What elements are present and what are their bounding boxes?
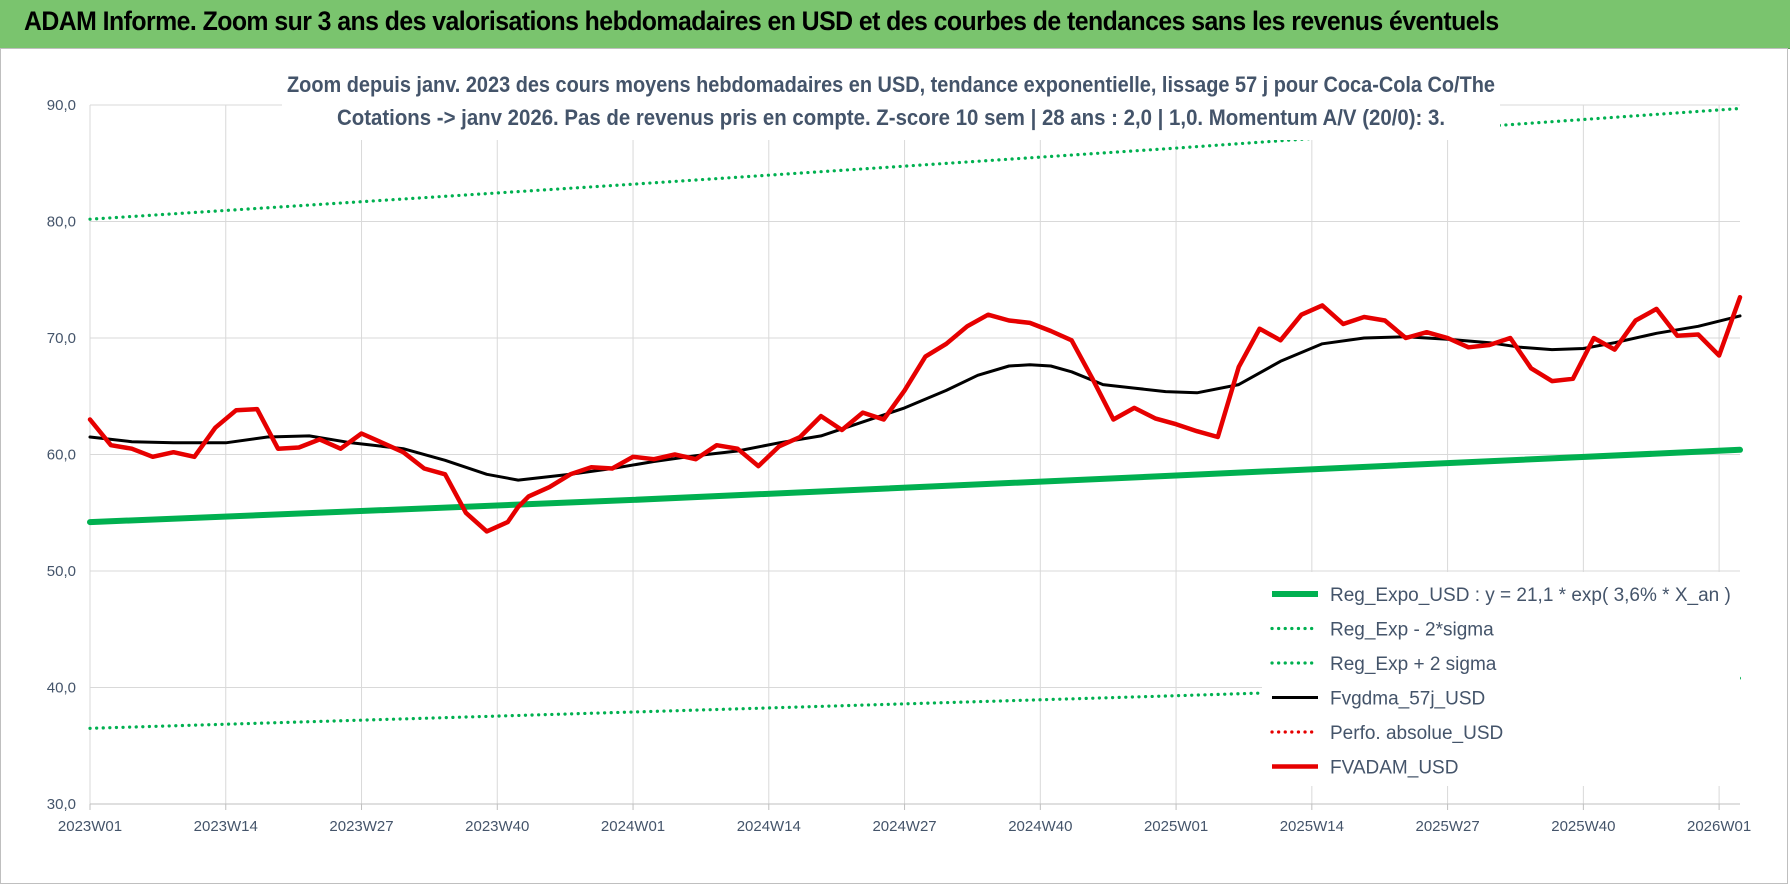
report-title: ADAM Informe. Zoom sur 3 ans des valoris… bbox=[24, 6, 1499, 36]
chart-title-line-1: Zoom depuis janv. 2023 des cours moyens … bbox=[287, 72, 1495, 97]
legend-label-2: Reg_Exp + 2 sigma bbox=[1330, 654, 1497, 675]
series-line-0 bbox=[87, 446, 1743, 526]
series-line-5 bbox=[87, 294, 1743, 534]
x-tick-label: 2024W27 bbox=[872, 818, 936, 835]
legend-label-5: FVADAM_USD bbox=[1330, 758, 1458, 779]
y-tick-label: 40,0 bbox=[47, 680, 76, 697]
x-tick-label: 2024W01 bbox=[601, 818, 665, 835]
y-tick-label: 70,0 bbox=[47, 330, 76, 347]
y-tick-label: 80,0 bbox=[47, 214, 76, 231]
series-line-2 bbox=[88, 106, 1742, 221]
y-tick-label: 90,0 bbox=[47, 97, 76, 114]
chart-series bbox=[87, 106, 1743, 730]
x-tick-label: 2025W01 bbox=[1144, 818, 1208, 835]
chart-frame bbox=[0, 48, 1788, 884]
chart-legend: Reg_Expo_USD : y = 21,1 * exp( 3,6% * X_… bbox=[1262, 572, 1740, 786]
y-tick-label: 30,0 bbox=[47, 796, 76, 813]
x-tick-label: 2023W27 bbox=[329, 818, 393, 835]
x-tick-label: 2023W01 bbox=[58, 818, 122, 835]
legend-box bbox=[1262, 572, 1740, 786]
legend-label-4: Perfo. absolue_USD bbox=[1330, 723, 1503, 744]
x-tick-label: 2024W14 bbox=[737, 818, 801, 835]
y-tick-label: 50,0 bbox=[47, 563, 76, 580]
x-tick-label: 2026W01 bbox=[1687, 818, 1751, 835]
chart-title-line-2: Cotations -> janv 2026. Pas de revenus p… bbox=[337, 105, 1445, 130]
chart-title-box bbox=[282, 64, 1500, 140]
x-tick-label: 2023W14 bbox=[194, 818, 258, 835]
report-header: ADAM Informe. Zoom sur 3 ans des valoris… bbox=[0, 0, 1790, 49]
series-line-1 bbox=[88, 676, 1742, 730]
x-tick-label: 2023W40 bbox=[465, 818, 529, 835]
y-tick-label: 60,0 bbox=[47, 447, 76, 464]
legend-label-0: Reg_Expo_USD : y = 21,1 * exp( 3,6% * X_… bbox=[1330, 585, 1731, 606]
legend-label-1: Reg_Exp - 2*sigma bbox=[1330, 620, 1494, 641]
legend-label-3: Fvgdma_57j_USD bbox=[1330, 689, 1485, 710]
x-tick-label: 2025W40 bbox=[1551, 818, 1615, 835]
x-tick-label: 2025W27 bbox=[1415, 818, 1479, 835]
chart-axes: 90,0 80,0 70,0 60,0 50,0 40,0 30,0 2023W01 2023W… bbox=[47, 97, 1751, 835]
x-tick-label: 2025W14 bbox=[1280, 818, 1344, 835]
series-line-3 bbox=[88, 314, 1742, 482]
x-tick-label: 2024W40 bbox=[1008, 818, 1072, 835]
